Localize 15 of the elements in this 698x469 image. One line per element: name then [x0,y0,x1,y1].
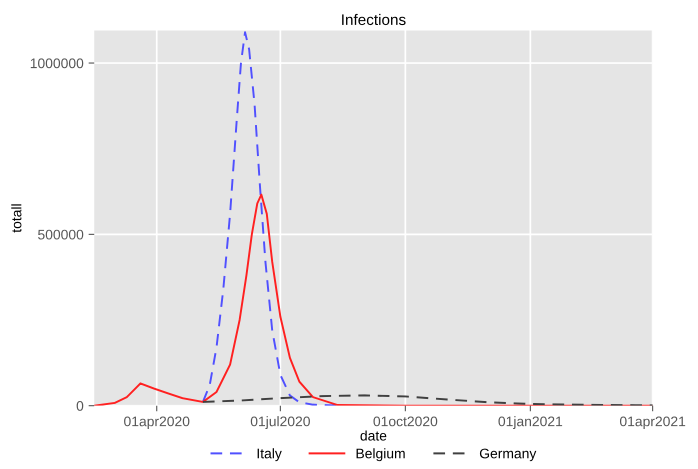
legend-label: Germany [480,448,536,462]
line-series [202,394,653,406]
y-axis-title: totall [11,204,22,233]
y-tick-label: 0 [76,401,84,411]
x-axis-title: date [360,430,386,441]
y-tick-label: 1000000 [30,58,84,68]
x-tick-label: 01oct2020 [373,416,438,426]
x-tick-label: 01jul2020 [250,416,310,430]
x-tick-label: 01jan2021 [498,416,562,430]
chart-title: Infections [342,14,406,26]
x-tick-label: 01apr2020 [124,416,190,430]
x-tick-label: 01apr2021 [620,416,686,430]
y-tick-label: 500000 [38,230,84,240]
legend-label: Italy [258,448,282,462]
legend-label: Belgium [356,448,405,462]
